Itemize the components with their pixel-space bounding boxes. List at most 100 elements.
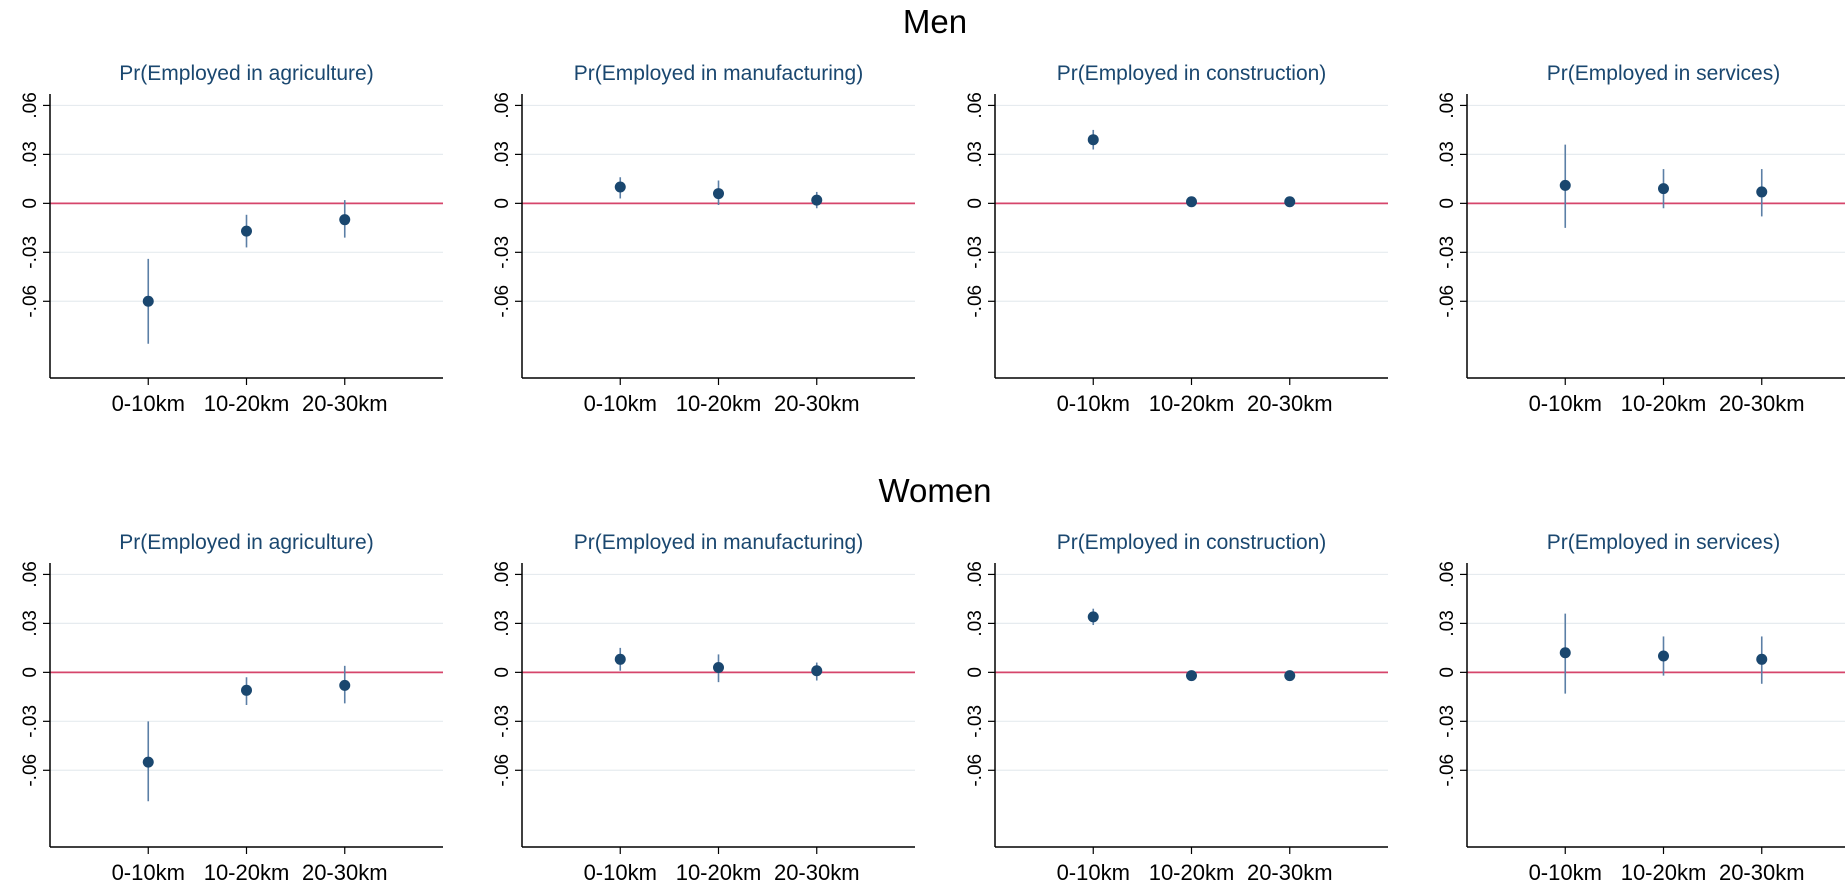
panel-title: Pr(Employed in manufacturing) (574, 62, 863, 85)
point-estimate (614, 653, 626, 665)
x-tick-label: 20-30km (1719, 391, 1805, 416)
point-estimate (1087, 134, 1099, 146)
point-estimate (713, 661, 724, 673)
y-tick-label: -.06 (1437, 285, 1458, 318)
y-tick-label: .03 (20, 141, 41, 167)
panel-title: Pr(Employed in construction) (1057, 62, 1327, 85)
x-tick-label: 0-10km (584, 391, 657, 416)
x-tick-label: 10-20km (1621, 391, 1707, 416)
panel-men-manufacturing: Pr(Employed in manufacturing) .06 .03 0 -.03… (492, 62, 915, 416)
x-tick-label: 10-20km (204, 860, 290, 885)
y-tick-label: -.06 (1437, 754, 1458, 787)
panel-title: Pr(Employed in manufacturing) (574, 531, 863, 554)
x-tick-label: 10-20km (1149, 860, 1235, 885)
point-estimate (1559, 179, 1571, 191)
y-tick-label: -.03 (20, 705, 41, 738)
y-tick-label: -.03 (1437, 236, 1458, 269)
point-estimate (1284, 670, 1296, 682)
y-tick-label: -.06 (492, 285, 513, 318)
group-title-men: Men (903, 3, 967, 40)
panel-title: Pr(Employed in services) (1547, 62, 1780, 85)
point-estimate (339, 679, 351, 691)
y-tick-label: 0 (1437, 198, 1458, 209)
y-tick-label: -.03 (965, 705, 986, 738)
panel-title: Pr(Employed in agriculture) (119, 62, 373, 85)
y-tick-label: .06 (965, 561, 986, 587)
y-tick-label: .06 (20, 92, 41, 118)
x-tick-label: 20-30km (1247, 860, 1333, 885)
y-tick-label: -.06 (20, 754, 41, 787)
point-estimate (1658, 183, 1669, 195)
x-tick-label: 0-10km (112, 860, 185, 885)
panel-women-manufacturing: Pr(Employed in manufacturing) .06 .03 0 -.03… (492, 531, 915, 885)
y-tick-label: 0 (492, 667, 513, 678)
point-estimate (1756, 186, 1768, 198)
panel-title: Pr(Employed in agriculture) (119, 531, 373, 554)
x-tick-label: 0-10km (1529, 391, 1602, 416)
panel-men-agriculture: Pr(Employed in agriculture) .06 .03 0 -.03 -.… (20, 62, 443, 416)
y-tick-label: .06 (965, 92, 986, 118)
panel-women-agriculture: Pr(Employed in agriculture) .06 .03 0 -.03 -.… (20, 531, 443, 885)
point-estimate (339, 214, 351, 226)
y-tick-label: .06 (492, 92, 513, 118)
point-estimate (811, 665, 823, 677)
x-tick-label: 0-10km (1529, 860, 1602, 885)
y-tick-label: 0 (965, 667, 986, 678)
x-tick-label: 0-10km (1057, 391, 1130, 416)
point-estimate (1284, 196, 1296, 208)
point-estimate (1186, 670, 1197, 682)
panel-women-construction: Pr(Employed in construction) .06 .03 0 -.03 -… (965, 531, 1388, 885)
y-tick-label: .03 (20, 610, 41, 636)
x-tick-label: 10-20km (676, 391, 762, 416)
group-title-women: Women (878, 472, 991, 509)
y-tick-label: -.03 (492, 705, 513, 738)
point-estimate (142, 756, 154, 768)
x-tick-label: 10-20km (676, 860, 762, 885)
point-estimate (1087, 611, 1099, 623)
x-tick-label: 10-20km (1149, 391, 1235, 416)
y-tick-label: .03 (965, 141, 986, 167)
y-tick-label: 0 (965, 198, 986, 209)
x-tick-label: 0-10km (112, 391, 185, 416)
x-tick-label: 20-30km (1719, 860, 1805, 885)
panel-men-construction: Pr(Employed in construction) .06 .03 0 -.03 -… (965, 62, 1388, 416)
point-estimate (142, 295, 154, 307)
point-estimate (1658, 650, 1669, 662)
panel-title: Pr(Employed in construction) (1057, 531, 1327, 554)
y-tick-label: .06 (492, 561, 513, 587)
panel-title: Pr(Employed in services) (1547, 531, 1780, 554)
y-tick-label: -.06 (20, 285, 41, 318)
y-tick-label: -.06 (492, 754, 513, 787)
point-estimate (1756, 653, 1768, 665)
x-tick-label: 0-10km (584, 860, 657, 885)
y-tick-label: .06 (1437, 92, 1458, 118)
y-tick-label: 0 (492, 198, 513, 209)
point-estimate (614, 181, 626, 193)
x-tick-label: 0-10km (1057, 860, 1130, 885)
y-tick-label: .03 (492, 141, 513, 167)
y-tick-label: 0 (1437, 667, 1458, 678)
point-estimate (241, 225, 252, 237)
y-tick-label: .03 (492, 610, 513, 636)
y-tick-label: -.06 (965, 754, 986, 787)
x-tick-label: 20-30km (774, 860, 860, 885)
y-tick-label: -.06 (965, 285, 986, 318)
x-tick-label: 20-30km (302, 391, 388, 416)
y-tick-label: -.03 (965, 236, 986, 269)
y-tick-label: .06 (20, 561, 41, 587)
x-tick-label: 20-30km (774, 391, 860, 416)
y-tick-label: .03 (1437, 610, 1458, 636)
point-estimate (241, 684, 252, 696)
y-tick-label: -.03 (492, 236, 513, 269)
panel-women-services: Pr(Employed in services) .06 .03 0 -.03 -.06 0… (1437, 531, 1845, 885)
panels: Pr(Employed in agriculture) .06 .03 0 -.03 -.… (20, 62, 1845, 885)
y-tick-label: .06 (1437, 561, 1458, 587)
x-tick-label: 20-30km (302, 860, 388, 885)
y-tick-label: .03 (1437, 141, 1458, 167)
y-tick-label: -.03 (20, 236, 41, 269)
x-tick-label: 10-20km (1621, 860, 1707, 885)
point-estimate (1186, 196, 1197, 208)
y-tick-label: 0 (20, 198, 41, 209)
y-tick-label: -.03 (1437, 705, 1458, 738)
